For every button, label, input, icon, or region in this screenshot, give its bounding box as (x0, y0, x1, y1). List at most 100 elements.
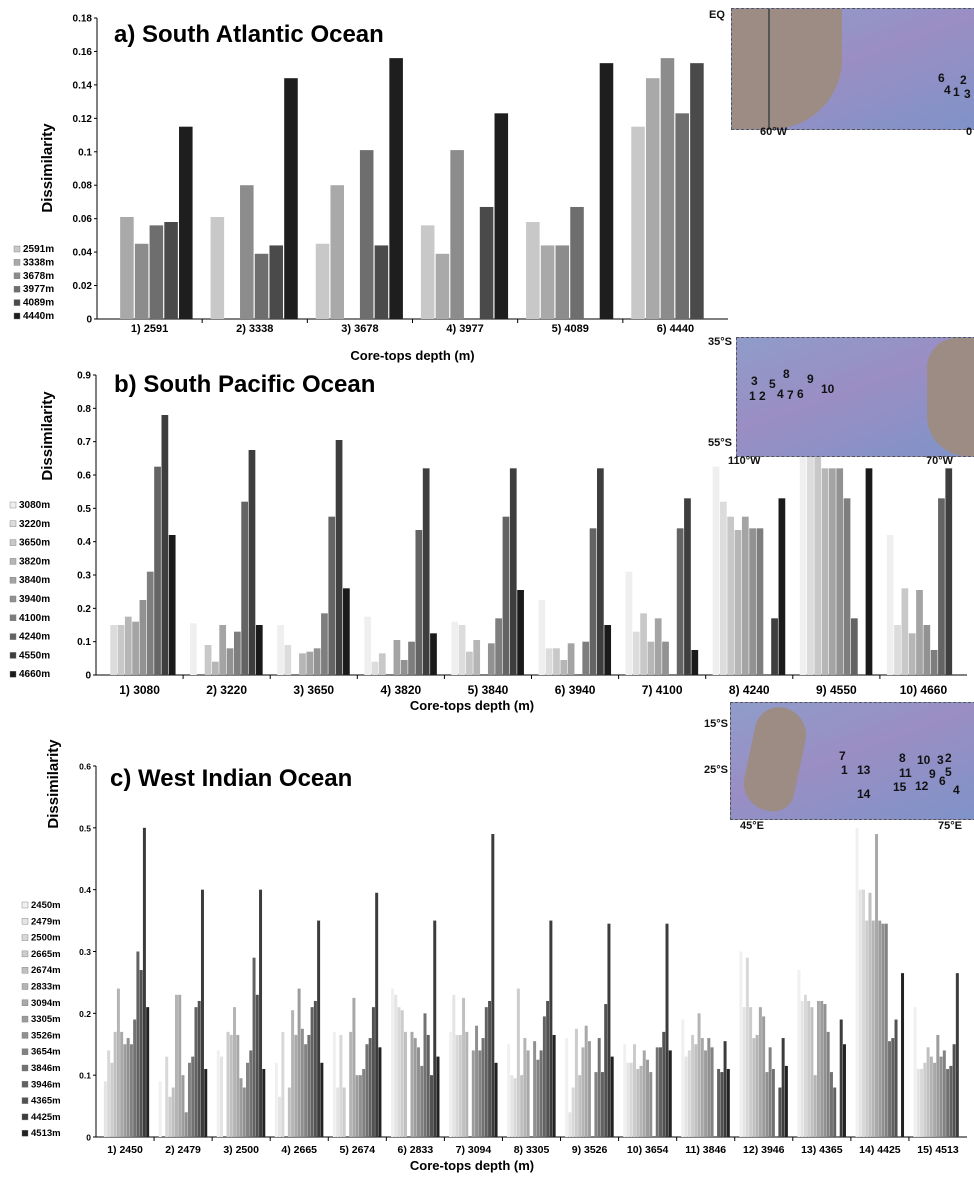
bar (662, 1031, 666, 1137)
bar (120, 216, 134, 319)
bar (233, 1007, 237, 1137)
bar (291, 1010, 295, 1137)
legend-label: 3940m (19, 594, 50, 605)
y-axis-label: Dissimilarity (39, 391, 56, 481)
bar (450, 150, 464, 319)
x-tick-label: 3) 3678 (341, 323, 378, 335)
bar (349, 1031, 353, 1137)
bar (739, 951, 743, 1137)
bar (416, 1047, 420, 1137)
legend-swatch (9, 633, 17, 640)
legend-swatch (13, 245, 21, 253)
bar (901, 973, 905, 1137)
bar (814, 440, 822, 675)
bar (687, 1050, 691, 1137)
x-tick-label: 14) 4425 (859, 1144, 901, 1156)
x-tick-label: 8) 4240 (729, 683, 770, 697)
bar (623, 1044, 627, 1137)
x-tick-label: 6) 4440 (657, 323, 694, 335)
legend-label: 3094m (31, 998, 61, 1009)
bar (174, 994, 178, 1137)
legend-swatch (21, 918, 29, 925)
bar (509, 468, 517, 675)
bar (684, 1056, 688, 1137)
legend-label: 4513m (31, 1128, 61, 1139)
bar (375, 892, 379, 1137)
bar (158, 1081, 162, 1137)
x-tick-label: 13) 4365 (801, 1144, 843, 1156)
bar (236, 1034, 240, 1137)
bar (462, 997, 466, 1138)
y-tick-label: 0.02 (73, 281, 93, 292)
station-label: 7 (787, 388, 794, 402)
x-tick-label: 6) 3940 (555, 683, 596, 697)
chart-title: b) South Pacific Ocean (114, 371, 375, 398)
bar (242, 1087, 246, 1137)
bar (820, 1000, 824, 1137)
bar (589, 528, 597, 675)
bar (134, 243, 149, 319)
map-lat-label: EQ (709, 9, 725, 21)
bar (306, 651, 314, 675)
bar (178, 994, 182, 1137)
legend-swatch (9, 595, 17, 603)
bar (916, 590, 923, 675)
bar (778, 498, 786, 675)
bar (604, 1004, 608, 1137)
map-lon-label: 60°W (760, 126, 788, 138)
bar (255, 994, 259, 1137)
bar (570, 206, 584, 319)
bar (342, 1087, 346, 1137)
bar (784, 1065, 788, 1137)
legend-swatch (9, 539, 17, 546)
bar (390, 988, 394, 1137)
bar (597, 1038, 601, 1137)
bar (659, 1047, 662, 1137)
legend-swatch (21, 934, 29, 941)
y-tick-label: 0.8 (77, 404, 91, 415)
bar (645, 78, 660, 319)
x-tick-label: 3) 3650 (293, 683, 334, 697)
bar (378, 653, 386, 675)
bar (540, 245, 555, 319)
station-label: 6 (939, 774, 946, 788)
bar (886, 535, 894, 675)
station-label: 4 (944, 83, 951, 97)
bar (597, 468, 604, 675)
bar (681, 1019, 685, 1137)
y-tick-label: 0.16 (73, 47, 93, 58)
bar (781, 1038, 785, 1137)
bar (762, 1016, 766, 1137)
x-tick-label: 1) 2450 (107, 1144, 143, 1156)
bar (546, 1000, 550, 1137)
bar (916, 1068, 920, 1137)
bar (113, 1031, 117, 1137)
bar (691, 1034, 695, 1137)
bar (358, 1075, 362, 1137)
bar (120, 1031, 124, 1137)
y-tick-label: 0.5 (79, 823, 91, 833)
bar (717, 1068, 721, 1137)
bar (126, 1038, 130, 1137)
bar (332, 1031, 336, 1137)
legend-swatch (13, 286, 21, 293)
bar (190, 623, 197, 675)
bar (449, 1031, 453, 1137)
x-tick-label: 4) 3820 (380, 683, 421, 697)
bar (694, 1044, 698, 1137)
y-axis-label: Dissimilarity (39, 123, 56, 213)
x-tick-label: 8) 3305 (514, 1144, 550, 1156)
station-label: 6 (797, 387, 804, 401)
x-tick-label: 12) 3946 (743, 1144, 785, 1156)
bar (552, 1034, 556, 1137)
bar (241, 501, 249, 675)
legend-swatch (13, 259, 21, 266)
bar (640, 613, 647, 675)
bar (633, 1044, 636, 1137)
bar (821, 468, 829, 675)
bar (255, 625, 263, 675)
bar (364, 616, 371, 675)
legend-swatch (9, 558, 17, 565)
map-south-atlantic: 6 2 5 4 1 3 (731, 8, 974, 130)
bar (952, 1044, 956, 1137)
